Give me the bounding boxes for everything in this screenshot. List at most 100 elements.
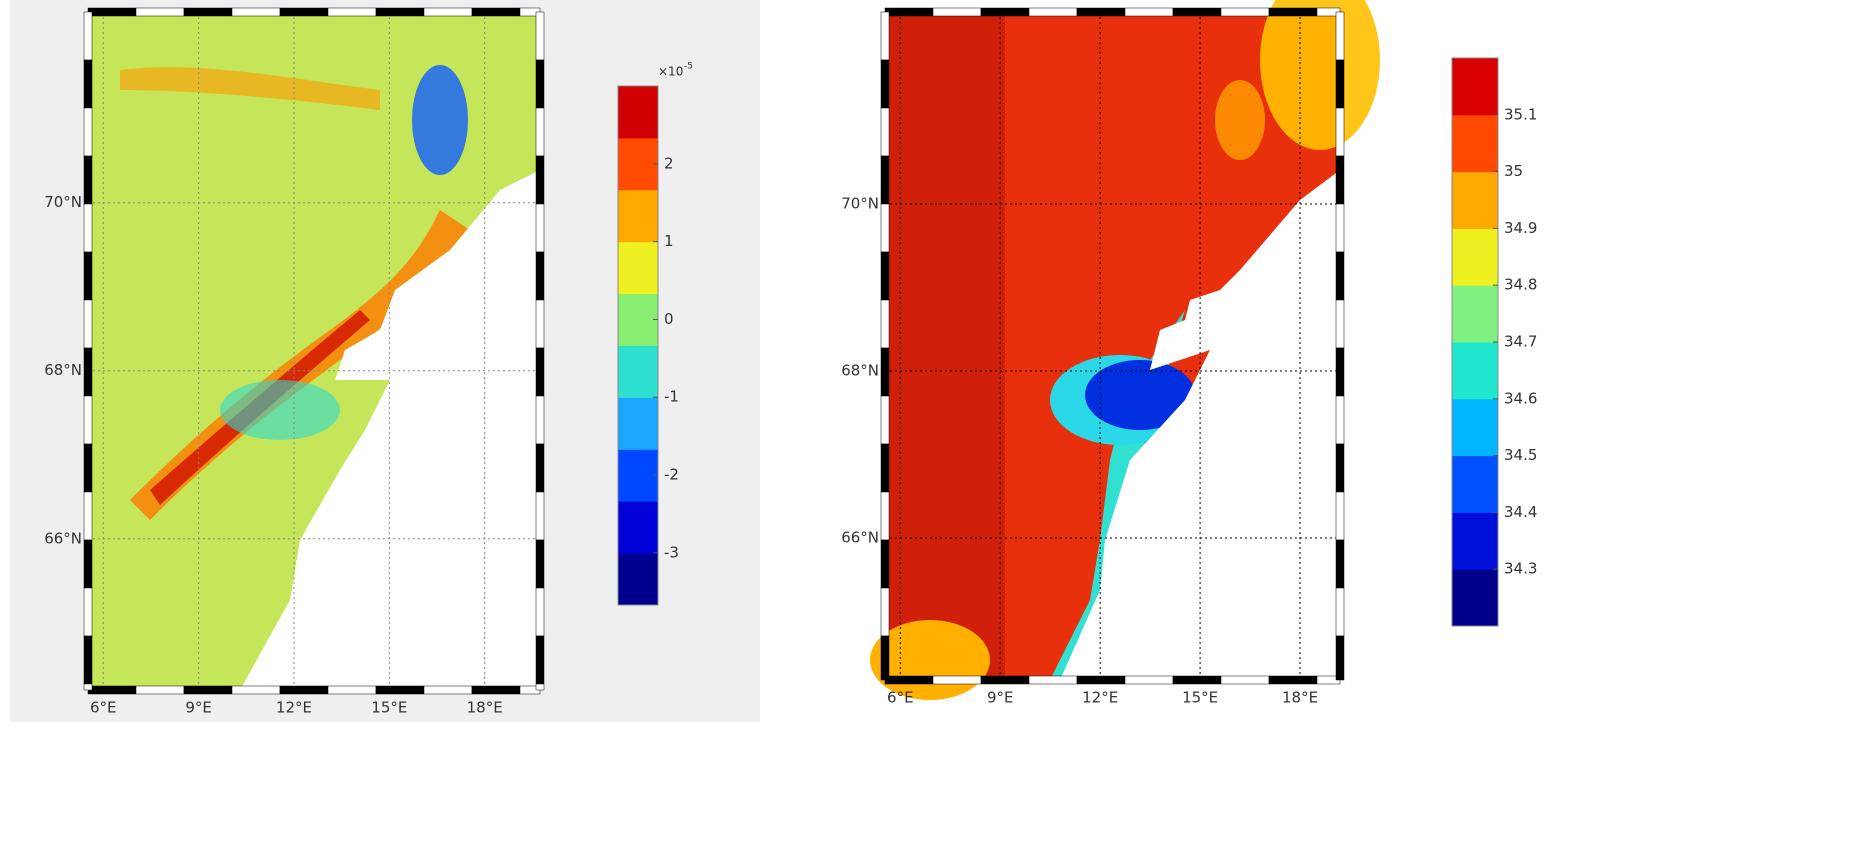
colorbar-tick-label: 34.5 xyxy=(1504,446,1537,464)
frame xyxy=(1172,675,1222,685)
colorbar-tick-label: 35 xyxy=(1504,162,1523,180)
frame xyxy=(1028,7,1078,17)
colorbar-tick-label: 0 xyxy=(664,310,674,328)
frame xyxy=(83,491,93,541)
colorbar-bin xyxy=(618,241,658,295)
frame xyxy=(535,683,545,691)
frame xyxy=(535,539,545,589)
frame xyxy=(535,107,545,157)
colorbar-bin xyxy=(618,345,658,398)
frame xyxy=(1335,155,1345,205)
frame xyxy=(1268,675,1318,685)
frame xyxy=(535,587,545,637)
frame xyxy=(83,203,93,253)
colorbar-multiplier: ×10 xyxy=(658,65,683,79)
colorbar-bin xyxy=(618,449,658,502)
frame xyxy=(880,395,890,445)
x-tick-label: 18°E xyxy=(1282,689,1318,707)
frame xyxy=(83,299,93,349)
colorbar-bin xyxy=(618,553,658,606)
frame xyxy=(1076,7,1126,17)
frame xyxy=(1335,11,1345,61)
x-tick-label: 9°E xyxy=(185,699,212,717)
frame xyxy=(1028,675,1078,685)
colorbar-bin xyxy=(1452,455,1498,513)
x-tick-label: 15°E xyxy=(371,699,407,717)
frame xyxy=(1124,7,1174,17)
frame xyxy=(535,59,545,109)
frame xyxy=(535,251,545,301)
y-tick-label: 68°N xyxy=(841,362,879,380)
frame xyxy=(880,11,890,61)
frame xyxy=(83,683,93,691)
colorbar-exponent: -5 xyxy=(684,62,693,72)
frame xyxy=(135,7,185,17)
frame xyxy=(1124,675,1174,685)
frame xyxy=(183,7,233,17)
frame xyxy=(932,675,982,685)
frame xyxy=(83,539,93,589)
frame xyxy=(231,685,281,695)
frame xyxy=(327,685,377,695)
frame xyxy=(375,7,425,17)
colorbar-tick-label: 2 xyxy=(664,154,674,172)
frame xyxy=(1335,491,1345,541)
frame xyxy=(880,491,890,541)
frame xyxy=(83,635,93,685)
frame xyxy=(1172,7,1222,17)
frame xyxy=(535,299,545,349)
colorbar-bin xyxy=(618,86,658,139)
frame xyxy=(980,675,1030,685)
x-tick-label: 6°E xyxy=(887,689,914,707)
frame xyxy=(880,59,890,109)
frame xyxy=(1076,675,1126,685)
y-tick-label: 68°N xyxy=(44,361,82,379)
frame xyxy=(279,685,329,695)
frame xyxy=(535,395,545,445)
frame xyxy=(1335,251,1345,301)
colorbar-tick-label: -3 xyxy=(664,543,679,561)
frame xyxy=(1335,347,1345,397)
colorbar-tick-label: 35.1 xyxy=(1504,105,1537,123)
colorbar-bin xyxy=(1452,285,1498,343)
frame xyxy=(279,7,329,17)
frame xyxy=(880,587,890,637)
frame xyxy=(83,251,93,301)
x-tick-label: 12°E xyxy=(276,699,312,717)
frame xyxy=(375,685,425,695)
colorbar-tick-label: 34.3 xyxy=(1504,560,1537,578)
x-tick-label: 15°E xyxy=(1182,689,1218,707)
frame xyxy=(87,7,137,17)
y-tick-label: 70°N xyxy=(44,193,82,211)
colorbar-tick-label: 34.6 xyxy=(1504,389,1537,407)
colorbar-bin xyxy=(618,293,658,346)
frame xyxy=(83,11,93,61)
frame xyxy=(880,155,890,205)
frame xyxy=(87,685,137,695)
frame xyxy=(1335,635,1345,681)
frame xyxy=(535,635,545,685)
colorbar-bin xyxy=(618,397,658,450)
frame xyxy=(471,7,521,17)
frame xyxy=(1220,675,1270,685)
frame xyxy=(423,685,473,695)
y-tick-label: 66°N xyxy=(44,529,82,547)
x-tick-label: 6°E xyxy=(90,699,117,717)
colorbar-bin xyxy=(1452,342,1498,400)
frame xyxy=(423,7,473,17)
frame xyxy=(932,7,982,17)
frame xyxy=(135,685,185,695)
frame xyxy=(1220,7,1270,17)
colorbar-tick-label: 34.7 xyxy=(1504,333,1537,351)
x-tick-label: 9°E xyxy=(987,689,1014,707)
frame xyxy=(880,251,890,301)
colorbar-tick-label: 34.4 xyxy=(1504,503,1537,521)
colorbar-bin xyxy=(1452,58,1498,116)
frame xyxy=(83,395,93,445)
frame xyxy=(471,685,521,695)
x-tick-label: 12°E xyxy=(1082,689,1118,707)
frame xyxy=(880,107,890,157)
colorbar-tick-label: 34.8 xyxy=(1504,276,1537,294)
field-left xyxy=(88,12,540,690)
